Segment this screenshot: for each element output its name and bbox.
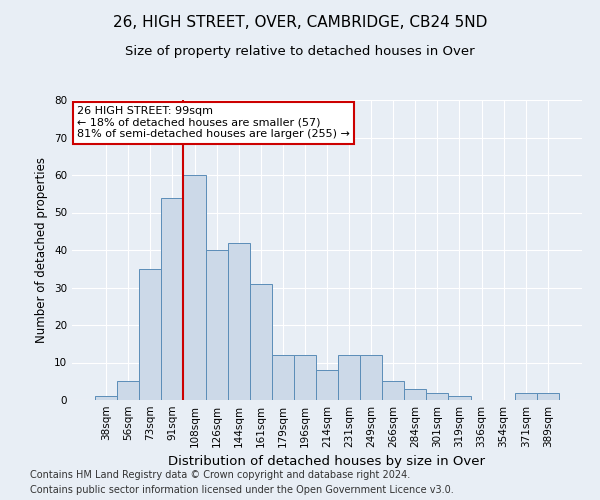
Bar <box>250 284 272 400</box>
Text: Contains HM Land Registry data © Crown copyright and database right 2024.: Contains HM Land Registry data © Crown c… <box>30 470 410 480</box>
Bar <box>515 392 537 400</box>
Bar <box>360 355 382 400</box>
Bar <box>117 381 139 400</box>
Text: Size of property relative to detached houses in Over: Size of property relative to detached ho… <box>125 45 475 58</box>
Y-axis label: Number of detached properties: Number of detached properties <box>35 157 49 343</box>
Text: Contains public sector information licensed under the Open Government Licence v3: Contains public sector information licen… <box>30 485 454 495</box>
Bar <box>95 396 117 400</box>
Text: 26 HIGH STREET: 99sqm
← 18% of detached houses are smaller (57)
81% of semi-deta: 26 HIGH STREET: 99sqm ← 18% of detached … <box>77 106 350 139</box>
Bar <box>427 392 448 400</box>
Bar <box>448 396 470 400</box>
Bar <box>382 381 404 400</box>
Bar <box>537 392 559 400</box>
Bar <box>139 269 161 400</box>
Bar <box>294 355 316 400</box>
Bar <box>338 355 360 400</box>
X-axis label: Distribution of detached houses by size in Over: Distribution of detached houses by size … <box>169 456 485 468</box>
Bar <box>316 370 338 400</box>
Bar <box>404 389 427 400</box>
Bar <box>161 198 184 400</box>
Text: 26, HIGH STREET, OVER, CAMBRIDGE, CB24 5ND: 26, HIGH STREET, OVER, CAMBRIDGE, CB24 5… <box>113 15 487 30</box>
Bar <box>206 250 227 400</box>
Bar <box>272 355 294 400</box>
Bar <box>227 242 250 400</box>
Bar <box>184 175 206 400</box>
